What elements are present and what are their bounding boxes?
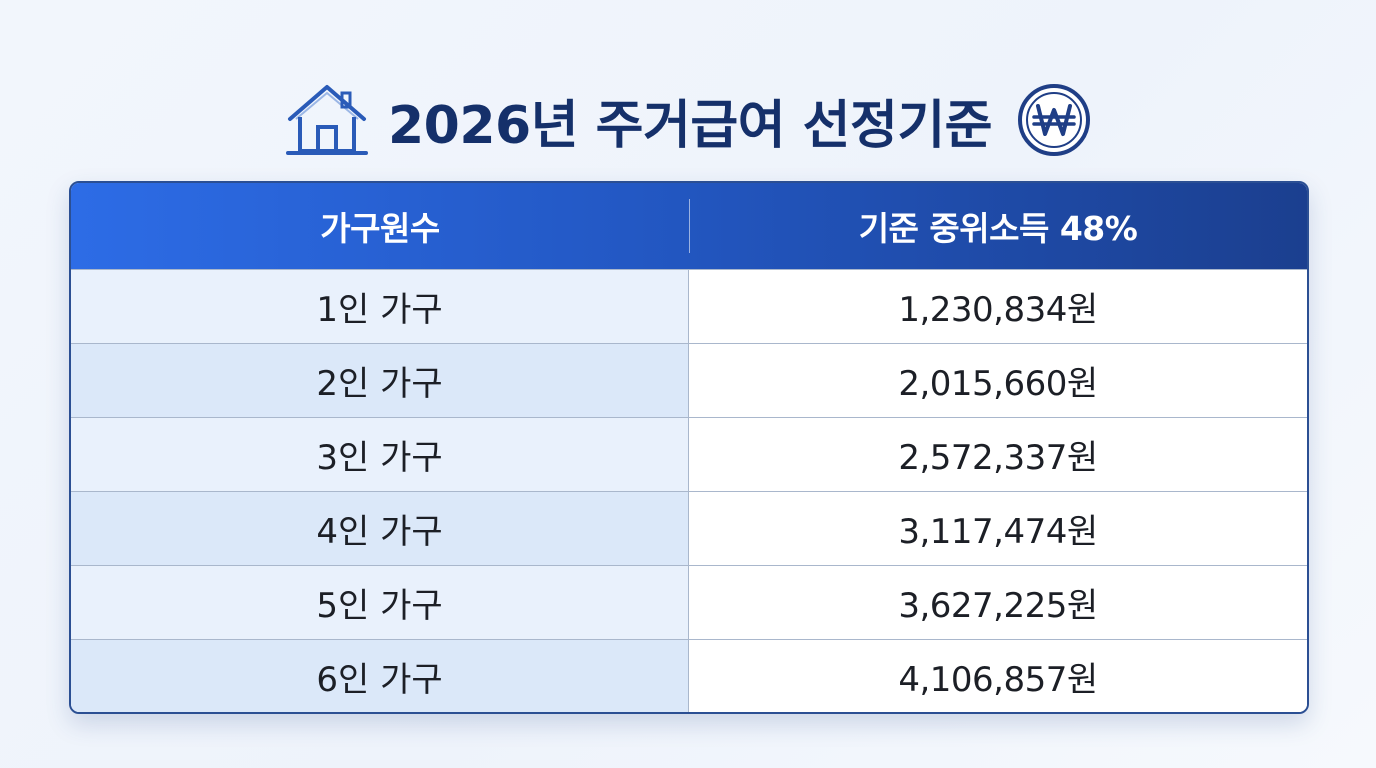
won-coin-icon: [1018, 84, 1090, 156]
title-row: 2026년 주거급여 선정기준: [0, 70, 1376, 170]
household-cell: 2인 가구: [71, 344, 689, 417]
household-cell: 4인 가구: [71, 492, 689, 565]
header-divider: [689, 199, 690, 253]
table-header: 가구원수 기준 중위소득 48%: [71, 183, 1307, 269]
amount-cell: 2,572,337원: [689, 418, 1307, 491]
table-row: 1인 가구 1,230,834원: [71, 269, 1307, 343]
amount-cell: 3,117,474원: [689, 492, 1307, 565]
table-row: 2인 가구 2,015,660원: [71, 343, 1307, 417]
page-title: 2026년 주거급여 선정기준: [388, 95, 993, 156]
table-row: 5인 가구 3,627,225원: [71, 565, 1307, 639]
table-row: 4인 가구 3,117,474원: [71, 491, 1307, 565]
header-median-income: 기준 중위소득 48%: [858, 209, 1138, 248]
amount-cell: 4,106,857원: [689, 640, 1307, 712]
amount-cell: 2,015,660원: [689, 344, 1307, 417]
income-criteria-table: 가구원수 기준 중위소득 48% 1인 가구 1,230,834원 2인 가구 …: [69, 181, 1309, 714]
household-cell: 3인 가구: [71, 418, 689, 491]
amount-cell: 3,627,225원: [689, 566, 1307, 639]
house-icon: [286, 85, 368, 155]
household-cell: 6인 가구: [71, 640, 689, 712]
table-row: 3인 가구 2,572,337원: [71, 417, 1307, 491]
amount-cell: 1,230,834원: [689, 270, 1307, 343]
table-row: 6인 가구 4,106,857원: [71, 639, 1307, 712]
household-cell: 1인 가구: [71, 270, 689, 343]
header-household-size: 가구원수: [320, 209, 440, 248]
household-cell: 5인 가구: [71, 566, 689, 639]
